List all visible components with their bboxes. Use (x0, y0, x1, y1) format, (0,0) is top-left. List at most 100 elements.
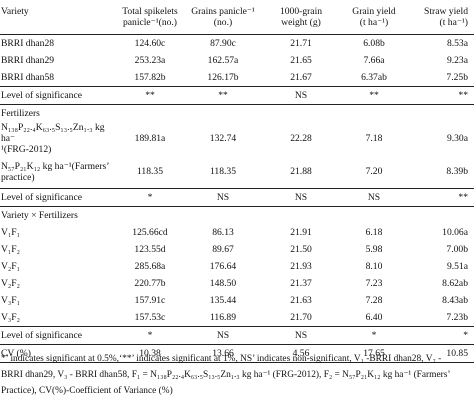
table-row: V₁F₂ 123.55d 89.67 21.50 5.98 7.00b (0, 241, 474, 258)
cell: 8.43ab (442, 295, 468, 306)
cell: 6.18 (365, 227, 383, 238)
cell: 157.53c (134, 312, 166, 323)
footnote-line: BRRI dhan29, V₃ - BRRI dhan58, F₁ = N₁₃₈… (1, 370, 451, 380)
cell: 7.20 (365, 166, 383, 177)
cell: 21.67 (290, 72, 312, 83)
cell: NS (184, 326, 262, 345)
cell: 189.81a (134, 133, 166, 144)
cell: 8.10 (365, 261, 383, 272)
cell: 162.57a (207, 55, 239, 66)
row-label: Level of significance (0, 86, 116, 105)
cell: 5.98 (365, 244, 383, 255)
significance-row: Level of significance * NS NS NS ** (0, 188, 474, 207)
cell: ** (340, 86, 408, 105)
cell: 220.77b (134, 278, 166, 289)
cell: * (116, 326, 184, 345)
row-label: V₂F₂ (1, 278, 20, 289)
table-row: N₁₃₈P₂₂.₄K₆₃.₅S₁₃.₅Zn₁.₃ kg ha⁻ ¹(FRG-201… (0, 122, 474, 155)
header-grain-yield: Grain yield (t ha⁻¹) (340, 0, 408, 35)
cell: 124.60c (134, 38, 166, 49)
header-variety: Variety (0, 0, 116, 35)
cell: 8.53a (446, 38, 468, 49)
cell: 8.62ab (442, 278, 468, 289)
row-label: V₁F₂ (1, 244, 20, 255)
table-row: BRRI dhan58 157.82b 126.17b 21.67 6.37ab… (0, 69, 474, 87)
cell: 21.65 (290, 55, 312, 66)
cell: 13.66 (184, 344, 262, 363)
cell: 7.28 (365, 295, 383, 306)
header-grain-weight: 1000-grain weight (g) (262, 0, 340, 35)
cell: 253.23a (134, 55, 166, 66)
table-row: V₃F₁ 157.91c 135.44 21.63 7.28 8.43ab (0, 292, 474, 309)
table-row: V₁F₁ 125.66cd 86.13 21.91 6.18 10.06a (0, 224, 474, 241)
row-label: V₂F₁ (1, 261, 20, 272)
cell: 7.23b (446, 312, 468, 323)
cell: 21.70 (290, 312, 312, 323)
row-label: V₁F₁ (1, 227, 20, 238)
row-label: V₃F₂ (1, 312, 20, 323)
cell: 21.37 (290, 278, 312, 289)
cell: NS (262, 326, 340, 345)
cell: 21.63 (290, 295, 312, 306)
cell: 17.65 (340, 344, 408, 363)
header-total-spikelets: Total spikelets panicle⁻¹(no.) (116, 0, 184, 35)
cell: 135.44 (209, 295, 237, 306)
cell: 21.93 (290, 261, 312, 272)
section-heading-row: Variety × Fertilizers (0, 207, 474, 225)
cell: 21.50 (290, 244, 312, 255)
cell: 87.90c (210, 38, 236, 49)
table-row: V₂F₂ 220.77b 148.50 21.37 7.23 8.62ab (0, 275, 474, 292)
cell: 9.51a (446, 261, 468, 272)
cell: * (340, 326, 408, 345)
row-label: N₅₇P₂₁K₁₂ kg ha⁻¹(Farmers’ practice) (1, 160, 110, 183)
row-label: BRRI dhan28 (1, 38, 55, 49)
cell: 6.08b (363, 38, 385, 49)
cell: 86.13 (212, 227, 234, 238)
table-header: Variety Total spikelets panicle⁻¹(no.) Gr… (0, 0, 474, 35)
cell: 9.23a (446, 55, 468, 66)
footnote-line: Practice), CV(%)-Coefficient of Variance… (1, 386, 173, 396)
row-label: V₃F₁ (1, 295, 20, 306)
results-table: Variety Total spikelets panicle⁻¹(no.) Gr… (0, 0, 474, 363)
cell: 8.39b (446, 166, 468, 177)
cell: 148.50 (209, 278, 237, 289)
cell: ** (408, 86, 474, 105)
cell: NS (262, 188, 340, 207)
cell: 7.23 (365, 278, 383, 289)
section-heading-row: Fertilizers (0, 105, 474, 123)
cell: 125.66cd (132, 227, 168, 238)
row-label: BRRI dhan29 (1, 55, 55, 66)
cell: 21.91 (290, 227, 312, 238)
header-straw-yield: Straw yield (t ha⁻¹) (408, 0, 474, 35)
cell: 4.56 (262, 344, 340, 363)
cell: * (116, 188, 184, 207)
cell: 157.91c (134, 295, 166, 306)
cell: 118.35 (136, 166, 164, 177)
row-label: CV (%) (0, 344, 116, 363)
cell: 132.74 (209, 133, 237, 144)
row-label: BRRI dhan58 (1, 72, 55, 83)
cell: NS (340, 188, 408, 207)
table-row: N₅₇P₂₁K₁₂ kg ha⁻¹(Farmers’ practice) 118.… (0, 155, 474, 189)
cell: 7.00b (446, 244, 468, 255)
cell: 126.17b (207, 72, 239, 83)
cell: 10.85 (408, 344, 474, 363)
cell: 6.37ab (361, 72, 387, 83)
cell: * (408, 326, 474, 345)
footnote-line: *’ indicates significant at 0.5%,‘**’ in… (1, 354, 442, 364)
table-row: BRRI dhan29 253.23a 162.57a 21.65 7.66a … (0, 52, 474, 69)
cell: 7.66a (363, 55, 385, 66)
section-title-interaction: Variety × Fertilizers (1, 210, 78, 221)
cell: ** (184, 86, 262, 105)
cell: 10.38 (116, 344, 184, 363)
cell: 285.68a (134, 261, 166, 272)
row-label: Level of significance (0, 326, 116, 345)
cell: 123.55d (134, 244, 166, 255)
cell: 89.67 (212, 244, 234, 255)
cell: 176.64 (209, 261, 237, 272)
table-row: V₂F₁ 285.68a 176.64 21.93 8.10 9.51a (0, 258, 474, 275)
table-row: BRRI dhan28 124.60c 87.90c 21.71 6.08b 8… (0, 35, 474, 53)
cell: 157.82b (134, 72, 166, 83)
cell: NS (184, 188, 262, 207)
